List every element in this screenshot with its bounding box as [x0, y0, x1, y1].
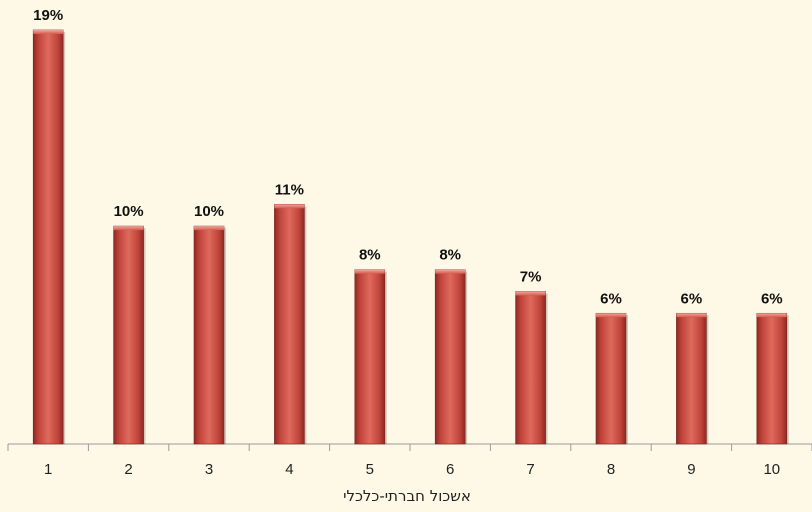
data-label-3: 10%	[194, 203, 224, 220]
bars-group	[32, 29, 789, 445]
data-label-6: 8%	[439, 247, 461, 264]
bar-10	[756, 312, 789, 445]
data-label-10: 6%	[761, 290, 783, 307]
bar-cap	[756, 313, 787, 318]
bar-5	[354, 269, 387, 445]
x-tick-label-7: 7	[526, 461, 534, 478]
bar-cap	[113, 226, 144, 231]
bar-7	[515, 291, 548, 445]
x-tick-label-4: 4	[285, 461, 293, 478]
bar-cap	[33, 30, 64, 34]
x-tick-label-5: 5	[366, 461, 374, 478]
bar-body	[515, 291, 546, 445]
bar-9	[676, 312, 709, 445]
data-label-4: 11%	[275, 181, 304, 198]
bar-4	[274, 204, 307, 445]
data-label-1: 19%	[33, 7, 63, 24]
bar-body	[274, 204, 305, 445]
x-axis-title: אשכול חברתי-כלכלי	[343, 487, 471, 505]
bar-cap	[194, 226, 224, 231]
bar-1	[32, 29, 66, 445]
bar-cap	[596, 313, 626, 318]
data-label-9: 6%	[681, 290, 703, 307]
bar-cap	[354, 269, 385, 274]
bar-body	[113, 225, 144, 445]
x-tick-label-8: 8	[607, 461, 615, 478]
bar-body	[354, 269, 386, 445]
data-labels-group: 19% 10% 10% 11% 8% 8% 7% 6% 6% 6%	[33, 7, 782, 307]
x-tick-label-6: 6	[446, 461, 454, 478]
x-tick-label-10: 10	[763, 461, 780, 478]
bar-2	[113, 225, 146, 445]
bar-cap	[515, 291, 546, 296]
x-ticks-group: 1 2 3 4 5 6 7 8 9 10	[7, 444, 812, 478]
x-tick-label-2: 2	[124, 461, 132, 478]
data-label-8: 6%	[600, 290, 622, 307]
bar-body	[434, 269, 466, 445]
bar-body	[676, 312, 707, 445]
x-tick-label-9: 9	[687, 461, 695, 478]
x-tick-label-1: 1	[44, 461, 52, 478]
bar-6	[434, 269, 468, 445]
bar-cap	[676, 313, 707, 318]
bar-3	[193, 225, 226, 445]
x-tick-label-3: 3	[205, 461, 213, 478]
data-label-2: 10%	[114, 203, 144, 220]
bar-body	[32, 29, 64, 445]
bar-body	[595, 312, 627, 445]
bar-8	[595, 312, 628, 445]
bar-cap	[435, 269, 466, 274]
bar-cap	[274, 204, 305, 209]
bar-body	[193, 225, 225, 445]
data-label-5: 8%	[359, 247, 381, 264]
bar-body	[756, 312, 788, 445]
data-label-7: 7%	[520, 268, 542, 285]
